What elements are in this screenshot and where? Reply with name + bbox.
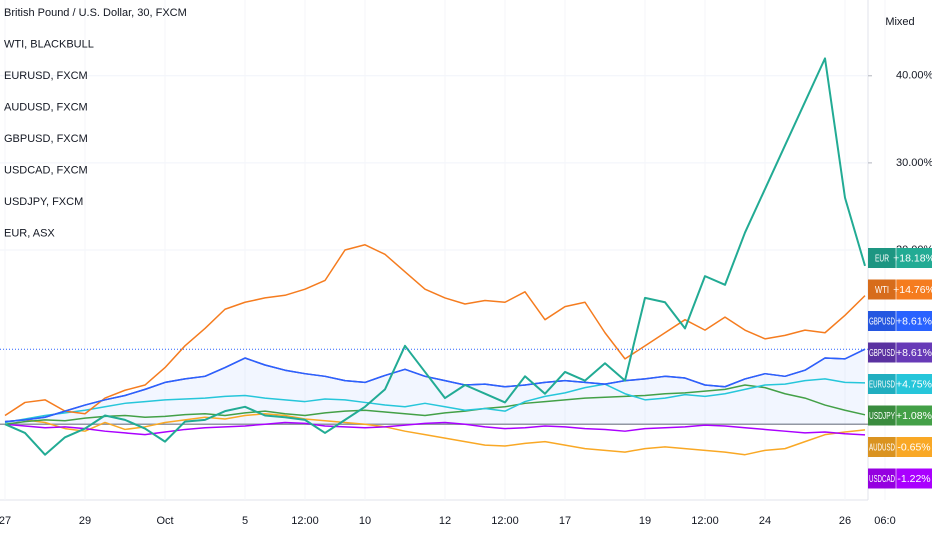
badge-name-bg <box>868 374 896 394</box>
badge-name: EUR <box>875 252 889 264</box>
series-line <box>4 378 866 424</box>
x-tick-label: 10 <box>359 515 371 527</box>
badge-bg <box>868 342 932 363</box>
series-line <box>4 384 866 425</box>
legend-entry: USDJPY, FXCM <box>4 196 83 208</box>
badge-name-bg <box>868 437 896 457</box>
series-line <box>4 57 866 456</box>
legend-entry: AUDUSD, FXCM <box>4 101 88 113</box>
legend-entry: USDCAD, FXCM <box>4 164 88 176</box>
badge-name-bg <box>868 311 896 331</box>
badge-name-bg <box>868 279 896 300</box>
badge: AUDUSD -0.65% <box>868 437 932 457</box>
x-tick-label: 12 <box>439 515 451 527</box>
legend-entry: WTI, BLACKBULL <box>4 38 94 50</box>
badge: USDCAD -1.22% <box>868 468 932 489</box>
series-line <box>4 348 866 423</box>
badge-name-bg <box>868 248 896 268</box>
badge-name: GBPUSD <box>869 315 895 327</box>
x-tick-label: 5 <box>242 515 248 527</box>
series-line <box>4 413 866 456</box>
y-tick-label: 30.00% <box>896 157 932 169</box>
badge-name: AUDUSD <box>869 441 895 453</box>
series-line <box>4 244 866 417</box>
badge: GBPUSD +8.61% <box>868 342 932 363</box>
main-area <box>5 349 865 425</box>
legend-entry: EUR, ASX <box>4 227 55 239</box>
badge-name-bg <box>868 405 896 426</box>
badge-value: +8.61% <box>896 347 932 359</box>
badge-value: -0.65% <box>897 441 930 453</box>
badge-value: +14.76% <box>893 284 932 296</box>
x-tick-label: 19 <box>639 515 651 527</box>
legend-entry: British Pound / U.S. Dollar, 30, FXCM <box>4 7 187 19</box>
axis-title: Mixed <box>885 16 914 28</box>
badge-value: +8.61% <box>896 315 932 327</box>
badge-bg <box>868 374 932 394</box>
x-tick-label: 26 <box>839 515 851 527</box>
badge-bg <box>868 311 932 331</box>
badge: GBPUSD +8.61% <box>868 311 932 331</box>
x-tick-label: 06:0 <box>874 515 895 527</box>
legend-entry: EURUSD, FXCM <box>4 70 88 82</box>
badge: WTI +14.76% <box>868 279 932 300</box>
badge-value: -1.22% <box>897 473 930 485</box>
badge-name-bg <box>868 468 896 489</box>
badge-name-bg <box>868 342 896 363</box>
badge-bg <box>868 437 932 457</box>
x-tick-label: 27 <box>0 515 11 527</box>
badge-bg <box>868 279 932 300</box>
badge-name: USDJPY <box>869 410 895 422</box>
badge: EUR +18.18% <box>868 248 932 268</box>
badge-bg <box>868 405 932 426</box>
badge-name: GBPUSD <box>869 347 895 359</box>
badge: USDJPY +1.08% <box>868 405 932 426</box>
badge-name: EURUSD <box>869 378 895 390</box>
badge-value: +18.18% <box>893 252 932 264</box>
y-tick-label: 40.00% <box>896 70 932 82</box>
badge: EURUSD +4.75% <box>868 374 932 394</box>
badge-value: +4.75% <box>896 378 932 390</box>
x-tick-label: 17 <box>559 515 571 527</box>
badge-name: USDCAD <box>869 473 895 485</box>
x-tick-label: 29 <box>79 515 91 527</box>
badge-name: WTI <box>875 284 889 296</box>
badge-value: +1.08% <box>896 410 932 422</box>
series-line <box>4 421 866 436</box>
x-tick-label: Oct <box>156 515 173 527</box>
badge-bg <box>868 248 932 268</box>
x-tick-label: 12:00 <box>491 515 519 527</box>
x-tick-label: 12:00 <box>691 515 719 527</box>
x-tick-label: 24 <box>759 515 771 527</box>
legend-entry: GBPUSD, FXCM <box>4 133 88 145</box>
badge-bg <box>868 468 932 489</box>
x-tick-label: 12:00 <box>291 515 319 527</box>
